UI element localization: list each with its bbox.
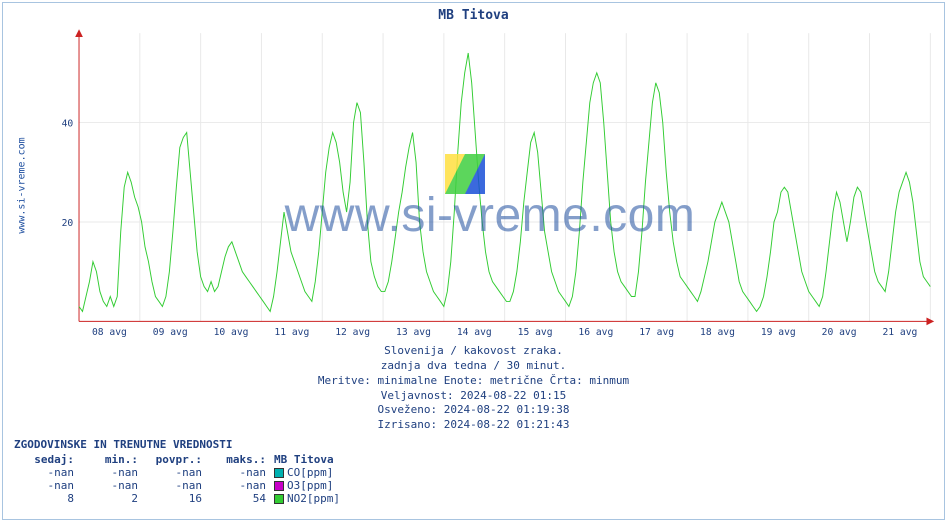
stats-header: ZGODOVINSKE IN TRENUTNE VREDNOSTI xyxy=(14,438,344,451)
info-block: Slovenija / kakovost zraka. zadnja dva t… xyxy=(0,344,947,433)
cell-sedaj: -nan xyxy=(14,479,78,492)
info-line-6: Izrisano: 2024-08-22 01:21:43 xyxy=(0,418,947,433)
col-min: min.: xyxy=(78,453,142,466)
svg-text:15 avg: 15 avg xyxy=(518,327,553,338)
stats-table: sedaj: min.: povpr.: maks.: MB Titova -n… xyxy=(14,453,344,505)
chart-title: MB Titova xyxy=(0,8,947,23)
svg-text:12 avg: 12 avg xyxy=(335,327,370,338)
cell-sedaj: 8 xyxy=(14,492,78,505)
info-line-3: Meritve: minimalne Enote: metrične Črta:… xyxy=(0,374,947,389)
info-line-4: Veljavnost: 2024-08-22 01:15 xyxy=(0,389,947,404)
series-label: CO[ppm] xyxy=(287,466,333,479)
svg-text:40: 40 xyxy=(62,118,74,129)
svg-text:19 avg: 19 avg xyxy=(761,327,796,338)
svg-text:13 avg: 13 avg xyxy=(396,327,431,338)
cell-series: O3[ppm] xyxy=(270,479,344,492)
series-label: NO2[ppm] xyxy=(287,492,340,505)
svg-text:10 avg: 10 avg xyxy=(214,327,249,338)
svg-text:21 avg: 21 avg xyxy=(882,327,917,338)
cell-povpr: 16 xyxy=(142,492,206,505)
svg-text:11 avg: 11 avg xyxy=(274,327,309,338)
col-sedaj: sedaj: xyxy=(14,453,78,466)
cell-sedaj: -nan xyxy=(14,466,78,479)
svg-text:20: 20 xyxy=(62,218,74,229)
stats-row: -nan-nan-nan-nanCO[ppm] xyxy=(14,466,344,479)
cell-min: -nan xyxy=(78,466,142,479)
stats-row: 821654 NO2[ppm] xyxy=(14,492,344,505)
cell-maks: 54 xyxy=(206,492,270,505)
cell-min: 2 xyxy=(78,492,142,505)
plot-area: 204008 avg09 avg10 avg11 avg12 avg13 avg… xyxy=(50,24,930,322)
info-line-5: Osveženo: 2024-08-22 01:19:38 xyxy=(0,403,947,418)
stats-block: ZGODOVINSKE IN TRENUTNE VREDNOSTI sedaj:… xyxy=(14,438,344,505)
svg-text:20 avg: 20 avg xyxy=(822,327,857,338)
info-line-2: zadnja dva tedna / 30 minut. xyxy=(0,359,947,374)
series-label: O3[ppm] xyxy=(287,479,333,492)
cell-povpr: -nan xyxy=(142,479,206,492)
col-maks: maks.: xyxy=(206,453,270,466)
stats-header-row: sedaj: min.: povpr.: maks.: MB Titova xyxy=(14,453,344,466)
cell-series: CO[ppm] xyxy=(270,466,344,479)
y-axis-label: www.si-vreme.com xyxy=(17,126,28,246)
svg-text:18 avg: 18 avg xyxy=(700,327,735,338)
cell-maks: -nan xyxy=(206,479,270,492)
cell-maks: -nan xyxy=(206,466,270,479)
col-series: MB Titova xyxy=(270,453,344,466)
svg-text:16 avg: 16 avg xyxy=(578,327,613,338)
cell-min: -nan xyxy=(78,479,142,492)
cell-series: NO2[ppm] xyxy=(270,492,344,505)
series-swatch xyxy=(274,494,284,504)
series-swatch xyxy=(274,468,284,478)
cell-povpr: -nan xyxy=(142,466,206,479)
series-swatch xyxy=(274,481,284,491)
col-povpr: povpr.: xyxy=(142,453,206,466)
svg-text:17 avg: 17 avg xyxy=(639,327,674,338)
svg-text:08 avg: 08 avg xyxy=(92,327,127,338)
svg-text:14 avg: 14 avg xyxy=(457,327,492,338)
svg-text:09 avg: 09 avg xyxy=(153,327,188,338)
stats-row: -nan-nan-nan-nanO3[ppm] xyxy=(14,479,344,492)
info-line-1: Slovenija / kakovost zraka. xyxy=(0,344,947,359)
